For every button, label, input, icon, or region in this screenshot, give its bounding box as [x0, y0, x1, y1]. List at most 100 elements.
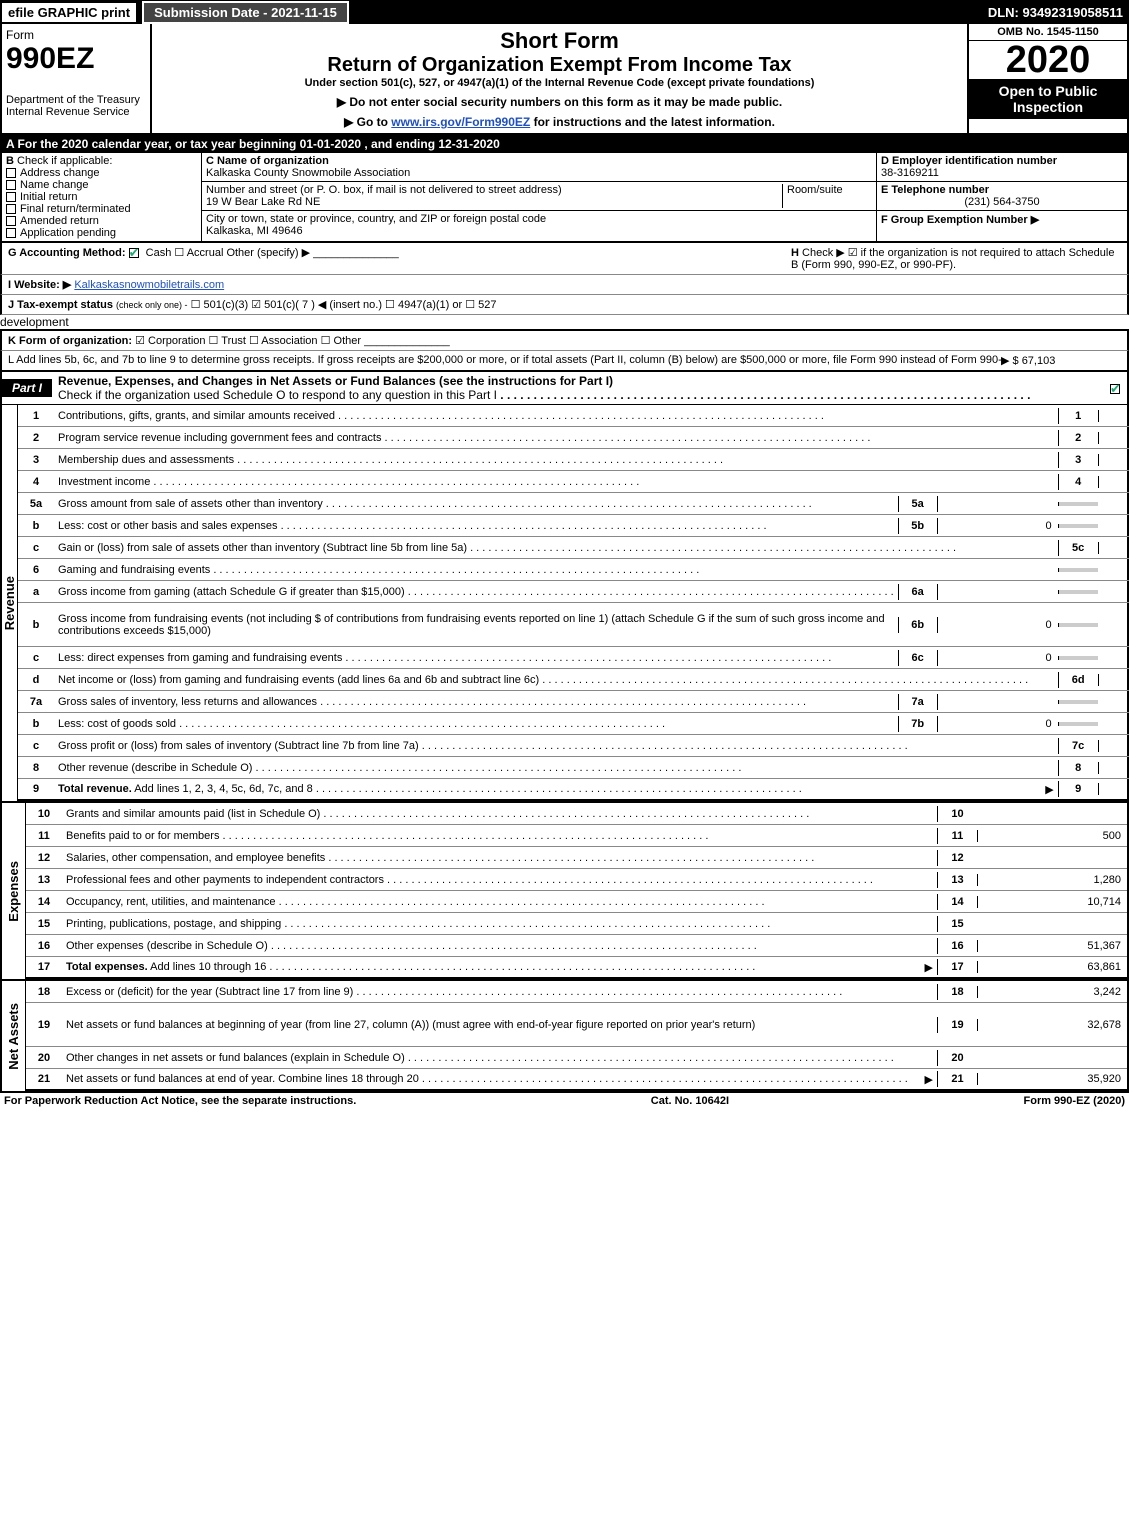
- efile-label[interactable]: efile GRAPHIC print: [0, 1, 138, 24]
- j-label: J Tax-exempt status: [8, 299, 113, 311]
- phone: (231) 564-3750: [881, 196, 1123, 208]
- addr-label: Number and street (or P. O. box, if mail…: [206, 184, 562, 196]
- cb-schedule-o[interactable]: [1110, 384, 1120, 394]
- line-value: 0: [1098, 432, 1129, 444]
- table-row: bLess: cost or other basis and sales exp…: [18, 515, 1129, 537]
- j-sub: (check only one) -: [116, 300, 188, 310]
- num-box: 11: [937, 828, 977, 844]
- line-description: Benefits paid to or for members: [62, 828, 937, 844]
- line-number: 17: [26, 961, 62, 973]
- submission-date: Submission Date - 2021-11-15: [142, 1, 349, 24]
- cb-application-pending[interactable]: [6, 228, 16, 238]
- line-number: b: [18, 520, 54, 532]
- netassets-group: Net Assets 18Excess or (deficit) for the…: [0, 979, 1129, 1093]
- line-description: Total expenses. Add lines 10 through 16 …: [62, 959, 937, 976]
- mid-value: 0: [938, 718, 1058, 730]
- k-form-org: K Form of organization: ☑ Corporation ☐ …: [0, 329, 1129, 351]
- l-line: L Add lines 5b, 6c, and 7b to line 9 to …: [0, 351, 1129, 370]
- line-description: Net assets or fund balances at beginning…: [62, 1017, 937, 1033]
- part1-check-text: Check if the organization used Schedule …: [58, 388, 497, 402]
- num-box: [1058, 502, 1098, 506]
- dept: Department of the Treasury: [6, 94, 146, 106]
- cb-name-change[interactable]: [6, 180, 16, 190]
- line-description: Gross profit or (loss) from sales of inv…: [54, 738, 1058, 754]
- cb-address-change[interactable]: [6, 168, 16, 178]
- line-number: 12: [26, 852, 62, 864]
- header-left: Form 990EZ Department of the Treasury In…: [2, 24, 152, 133]
- ein: 38-3169211: [881, 167, 939, 179]
- goto-link[interactable]: www.irs.gov/Form990EZ: [391, 115, 530, 129]
- cb-final-return[interactable]: [6, 204, 16, 214]
- netassets-body: 18Excess or (deficit) for the year (Subt…: [26, 981, 1127, 1091]
- table-row: dNet income or (loss) from gaming and fu…: [18, 669, 1129, 691]
- city: Kalkaska, MI 49646: [206, 225, 303, 237]
- line-description: Excess or (deficit) for the year (Subtra…: [62, 984, 937, 1000]
- line-number: 13: [26, 874, 62, 886]
- cb-amended-return[interactable]: [6, 216, 16, 226]
- goto-pre: ▶ Go to: [344, 115, 391, 129]
- line-value: 67,103: [1098, 783, 1129, 795]
- line-description: Program service revenue including govern…: [54, 430, 1058, 446]
- num-box: 5c: [1058, 540, 1098, 556]
- table-row: 21Net assets or fund balances at end of …: [26, 1069, 1127, 1091]
- table-row: 11Benefits paid to or for members11500: [26, 825, 1127, 847]
- line-description: Net assets or fund balances at end of ye…: [62, 1071, 937, 1088]
- line-number: 2: [18, 432, 54, 444]
- line-description: Gross amount from sale of assets other t…: [54, 496, 898, 512]
- footer-right: Form 990-EZ (2020): [1024, 1095, 1125, 1107]
- line-description: Less: cost or other basis and sales expe…: [54, 518, 898, 534]
- line-number: 11: [26, 830, 62, 842]
- table-row: 16Other expenses (describe in Schedule O…: [26, 935, 1127, 957]
- table-row: 1Contributions, gifts, grants, and simil…: [18, 405, 1129, 427]
- line-description: Contributions, gifts, grants, and simila…: [54, 408, 1058, 424]
- table-row: 19Net assets or fund balances at beginni…: [26, 1003, 1127, 1047]
- website-link[interactable]: Kalkaskasnowmobiletrails.com: [74, 279, 224, 291]
- cb-initial-return[interactable]: [6, 192, 16, 202]
- b-label: B: [6, 155, 14, 167]
- table-row: 20Other changes in net assets or fund ba…: [26, 1047, 1127, 1069]
- i-label: I Website: ▶: [8, 279, 71, 291]
- mid-box: 5b: [898, 518, 938, 534]
- line-value: 32,678: [977, 1019, 1127, 1031]
- num-box: 21: [937, 1071, 977, 1087]
- mid-box: 6a: [898, 584, 938, 600]
- opt-address-change: Address change: [20, 167, 100, 179]
- org-name: Kalkaska County Snowmobile Association: [206, 167, 410, 179]
- num-box: 14: [937, 894, 977, 910]
- line-number: 18: [26, 986, 62, 998]
- line-number: a: [18, 586, 54, 598]
- table-row: 6Gaming and fundraising events: [18, 559, 1129, 581]
- form-number: 990EZ: [6, 42, 146, 76]
- h-text: Check ▶ ☑ if the organization is not req…: [791, 247, 1114, 271]
- room-suite: Room/suite: [782, 184, 872, 208]
- mid-box: 7b: [898, 716, 938, 732]
- line-description: Gain or (loss) from sale of assets other…: [54, 540, 1058, 556]
- table-row: 12Salaries, other compensation, and empl…: [26, 847, 1127, 869]
- part1-title: Revenue, Expenses, and Changes in Net As…: [52, 372, 1107, 404]
- line-number: c: [18, 740, 54, 752]
- header-right: OMB No. 1545-1150 2020 Open to Public In…: [967, 24, 1127, 133]
- num-box: [1058, 568, 1098, 572]
- addr: 19 W Bear Lake Rd NE: [206, 196, 320, 208]
- line-a: A For the 2020 calendar year, or tax yea…: [0, 135, 1129, 153]
- part1-header: Part I Revenue, Expenses, and Changes in…: [0, 370, 1129, 404]
- table-row: 18Excess or (deficit) for the year (Subt…: [26, 981, 1127, 1003]
- table-row: cLess: direct expenses from gaming and f…: [18, 647, 1129, 669]
- line-value: 51,367: [977, 940, 1127, 952]
- col-c: C Name of organization Kalkaska County S…: [202, 153, 877, 241]
- j-opts: ☐ 501(c)(3) ☑ 501(c)( 7 ) ◀ (insert no.)…: [191, 299, 497, 311]
- line-number: c: [18, 652, 54, 664]
- num-box: [1058, 590, 1098, 594]
- mid-value: 0: [938, 619, 1058, 631]
- line-value: 10,714: [977, 896, 1127, 908]
- table-row: cGain or (loss) from sale of assets othe…: [18, 537, 1129, 559]
- line-number: 8: [18, 762, 54, 774]
- line-description: Investment income: [54, 474, 1058, 490]
- dln: DLN: 93492319058511: [988, 5, 1129, 20]
- form-header: Form 990EZ Department of the Treasury In…: [0, 24, 1129, 135]
- line-description: Occupancy, rent, utilities, and maintena…: [62, 894, 937, 910]
- cb-cash[interactable]: [129, 248, 139, 258]
- tax-year: 2020: [969, 41, 1127, 79]
- city-label: City or town, state or province, country…: [206, 213, 546, 225]
- num-box: 19: [937, 1017, 977, 1033]
